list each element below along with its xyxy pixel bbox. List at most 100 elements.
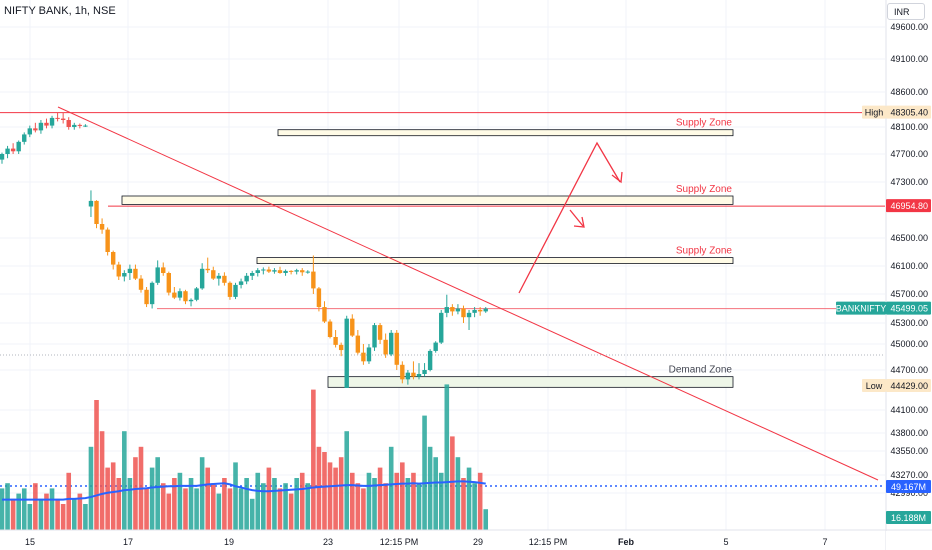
candle-body	[450, 307, 455, 312]
price-badge-name: BANKNIFTY	[836, 304, 887, 314]
projection-arrow-2	[569, 209, 584, 227]
candle-body	[372, 325, 377, 348]
price-tick-label: 45700.00	[890, 289, 928, 299]
price-tick-label: 46500.00	[890, 233, 928, 243]
price-tick-label: 44100.00	[890, 405, 928, 415]
candle-body	[350, 318, 355, 336]
volume-bar	[361, 488, 366, 530]
volume-bar	[77, 493, 83, 530]
volume-bar	[438, 472, 444, 530]
candle-body	[194, 288, 199, 300]
candle-body	[472, 309, 477, 313]
candle-body	[155, 267, 160, 283]
candles	[0, 112, 488, 388]
volume-bar	[160, 483, 166, 530]
volume-bar	[166, 493, 172, 530]
price-badge-tag	[862, 379, 886, 392]
volume-bar	[338, 457, 344, 530]
candle-body	[172, 292, 177, 298]
volume-bar	[21, 488, 27, 530]
candle-body	[16, 141, 21, 152]
volume-bar	[288, 493, 294, 530]
candle-body	[416, 374, 422, 377]
zone-label: Supply Zone	[676, 246, 733, 257]
candle-body	[72, 124, 77, 127]
volume-bar	[205, 467, 211, 530]
price-tick-label: 47300.00	[890, 177, 928, 187]
volume-bar	[83, 504, 88, 530]
candle-body	[461, 308, 466, 318]
volume-bar	[38, 498, 44, 530]
axis-background	[886, 0, 932, 530]
volume-bar	[355, 483, 361, 530]
volume-ma-badge	[886, 480, 931, 493]
volume-bar	[133, 457, 138, 530]
candle-body	[211, 270, 216, 279]
candle-body	[216, 275, 222, 279]
candle-body	[38, 122, 44, 131]
candle-body	[422, 370, 427, 374]
zone-label: Supply Zone	[676, 184, 733, 195]
time-tick-label: 19	[224, 537, 234, 547]
candle-body	[300, 270, 305, 273]
candle-body	[188, 299, 194, 302]
candle-body	[444, 307, 449, 313]
candle-body	[77, 124, 83, 126]
volume-ma-value: 49.167M	[891, 482, 926, 492]
candle-body	[483, 308, 488, 312]
supply-demand-zones: Supply Zone Supply Zone Supply Zone Demand …	[121, 118, 734, 388]
currency-button[interactable]: INR	[887, 3, 925, 20]
candle-body	[433, 342, 438, 351]
candle-body	[439, 312, 444, 343]
candle-body	[394, 332, 399, 365]
time-tick-label: 7	[822, 537, 827, 547]
volume-badge	[886, 511, 931, 524]
volume-bar	[149, 467, 155, 530]
candle-body	[44, 122, 49, 126]
price-badge-tag	[836, 301, 886, 315]
candle-body	[94, 200, 99, 224]
price-tick-label: 45000.00	[890, 339, 928, 349]
price-tick-label: 43800.00	[890, 428, 928, 438]
candle-body	[316, 288, 322, 308]
candle-body	[60, 118, 66, 120]
candle-body	[477, 309, 483, 312]
volume-bar	[316, 446, 322, 530]
candle-body	[116, 264, 121, 277]
projection-arrow	[518, 141, 621, 294]
price-badge-value: 44429.00	[890, 381, 928, 391]
time-tick-label: 17	[123, 537, 133, 547]
candle-body	[255, 270, 260, 273]
candle-body	[222, 275, 227, 283]
volume-bars	[0, 384, 489, 530]
candle-body	[389, 332, 394, 355]
candle-body	[383, 339, 388, 355]
candle-body	[33, 128, 38, 131]
candle-body	[10, 148, 16, 152]
volume-bar	[27, 504, 33, 530]
volume-bar	[416, 483, 422, 530]
volume-bar	[155, 457, 160, 530]
volume-bar	[461, 478, 466, 530]
volume-bar	[88, 446, 94, 530]
volume-bar	[144, 488, 149, 530]
price-tick-label: 48600.00	[890, 87, 928, 97]
price-badge-name: Low	[866, 381, 883, 391]
price-tick-label: 45300.00	[890, 318, 928, 328]
zone-label: Demand Zone	[669, 365, 733, 376]
volume-bar	[216, 493, 222, 530]
price-badge-value: 45499.05	[890, 304, 928, 314]
candle-body	[149, 282, 155, 305]
volume-bar	[388, 446, 394, 530]
arrow-head	[611, 171, 623, 184]
volume-bar	[377, 467, 383, 530]
volume-bar	[99, 431, 105, 530]
volume-bar	[94, 400, 99, 530]
candle-body	[344, 318, 349, 388]
volume-bar	[411, 472, 416, 530]
volume-bar	[433, 457, 438, 530]
volume-bar	[444, 384, 450, 530]
price-tick-label: 46100.00	[890, 261, 928, 271]
price-tick-label: 48100.00	[890, 122, 928, 132]
